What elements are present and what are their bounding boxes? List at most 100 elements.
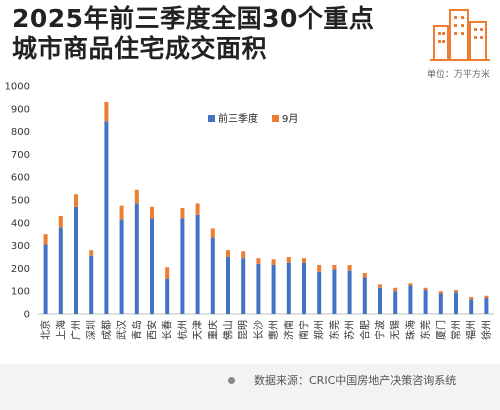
bar-september	[484, 295, 489, 299]
bar-september	[469, 296, 474, 300]
x-tick-label: 惠州	[267, 320, 280, 340]
bar-q1-q3	[195, 214, 200, 314]
bar-q1-q3	[408, 285, 413, 314]
x-tick-label: 昆明	[238, 320, 250, 340]
bar-q1-q3	[438, 293, 443, 314]
x-tick-label: 常州	[450, 320, 463, 340]
bar-september	[150, 206, 154, 219]
bar-september	[134, 189, 139, 204]
bar-q1-q3	[317, 271, 322, 314]
bar-september	[43, 234, 48, 245]
bar-q1-q3	[362, 277, 367, 314]
x-tick-label: 杭州	[176, 320, 189, 340]
bar-q1-q3	[104, 121, 109, 314]
x-tick-label: 珠海	[404, 320, 417, 340]
x-tick-label: 深圳	[86, 320, 98, 340]
bar-q1-q3	[58, 227, 63, 314]
bar-september	[180, 207, 185, 219]
bar-september	[332, 264, 337, 270]
bar-q1-q3	[256, 263, 261, 314]
x-tick-label: 长沙	[253, 320, 265, 340]
x-tick-label: 北京	[39, 320, 52, 340]
bar-september	[74, 194, 78, 207]
bar-september	[438, 291, 443, 294]
y-tick-label: 700	[11, 150, 30, 161]
x-tick-label: 青岛	[130, 320, 143, 340]
x-tick-label: 福州	[465, 320, 478, 340]
bar-september	[165, 267, 170, 279]
x-tick-label: 宁波	[374, 320, 387, 340]
x-tick-label: 合肥	[358, 320, 371, 340]
bar-september	[89, 250, 94, 256]
x-tick-label: 佛山	[222, 320, 235, 340]
y-tick-label: 100	[11, 287, 30, 298]
x-tick-label: 济南	[282, 320, 295, 340]
bar-q1-q3	[378, 287, 382, 314]
bar-q1-q3	[43, 244, 48, 314]
bar-september	[241, 251, 246, 259]
bar-september	[256, 258, 261, 264]
x-tick-label: 长春	[162, 320, 174, 340]
bar-q1-q3	[119, 219, 124, 314]
bar-q1-q3	[165, 278, 170, 314]
y-tick-label: 300	[11, 241, 30, 252]
bar-september	[378, 284, 382, 288]
bar-september	[286, 257, 291, 263]
x-tick-label: 成都	[101, 320, 113, 340]
y-tick-label: 0	[24, 310, 30, 321]
legend-swatch-q1-q3	[208, 115, 215, 122]
source-note: 数据来源：CRIC中国房地产决策咨询系统	[254, 374, 457, 387]
x-tick-label: 广州	[71, 320, 83, 340]
bar-chart: 0 100 200 300 400 500 600 700 800 900 1000 北京 上海 广州 深圳…	[5, 82, 494, 340]
bar-q1-q3	[226, 257, 230, 314]
bar-september	[104, 101, 109, 122]
x-tick-label: 苏州	[343, 320, 356, 340]
bar-q1-q3	[484, 298, 489, 314]
bar-q1-q3	[210, 237, 215, 314]
x-tick-label: 无锡	[389, 320, 402, 340]
x-tick-label: 西安	[146, 320, 159, 340]
bar-q1-q3	[286, 262, 291, 314]
bar-september	[362, 272, 367, 278]
x-tick-label: 徐州	[480, 320, 493, 340]
x-tick-label: 武汉	[115, 320, 128, 340]
bar-q1-q3	[469, 299, 474, 314]
x-tick-label: 天津	[192, 320, 204, 340]
y-tick-label: 1000	[5, 82, 30, 93]
unit-label: 单位：万平方米	[426, 70, 490, 80]
bar-q1-q3	[89, 255, 94, 314]
bar-q1-q3	[332, 269, 337, 314]
bar-september	[210, 228, 215, 238]
bar-september	[454, 290, 458, 293]
y-tick-label: 900	[11, 104, 30, 115]
y-tick-label: 400	[11, 218, 30, 229]
bar-q1-q3	[134, 203, 139, 314]
x-tick-label: 郑州	[313, 320, 326, 340]
bar-september	[119, 205, 124, 220]
legend-label-q1-q3: 前三季度	[218, 112, 258, 125]
x-tick-label: 东莞	[328, 320, 341, 340]
bar-september	[317, 264, 322, 272]
x-tick-label: 上海	[54, 320, 67, 340]
bullet-icon	[228, 377, 235, 384]
bar-q1-q3	[393, 291, 398, 314]
bar-september	[302, 258, 306, 263]
chart-title: 2025年前三季度全国30个重点 城市商品住宅成交面积	[12, 4, 374, 64]
bar-q1-q3	[74, 206, 78, 314]
bar-september	[347, 264, 352, 271]
bar-q1-q3	[150, 218, 154, 314]
bar-september	[393, 287, 398, 292]
y-tick-label: 500	[11, 196, 30, 207]
bar-q1-q3	[271, 264, 276, 314]
x-tick-label: 南宁	[298, 320, 311, 340]
bar-september	[195, 203, 200, 215]
bar-q1-q3	[423, 290, 428, 314]
bar-september	[226, 250, 230, 257]
bar-september	[423, 287, 428, 291]
bar-september	[271, 259, 276, 265]
bar-q1-q3	[454, 292, 458, 314]
y-tick-label: 800	[11, 127, 30, 138]
footer: 数据来源：CRIC中国房地产决策咨询系统	[0, 364, 500, 410]
bar-september	[58, 215, 63, 228]
y-tick-label: 200	[11, 264, 30, 275]
